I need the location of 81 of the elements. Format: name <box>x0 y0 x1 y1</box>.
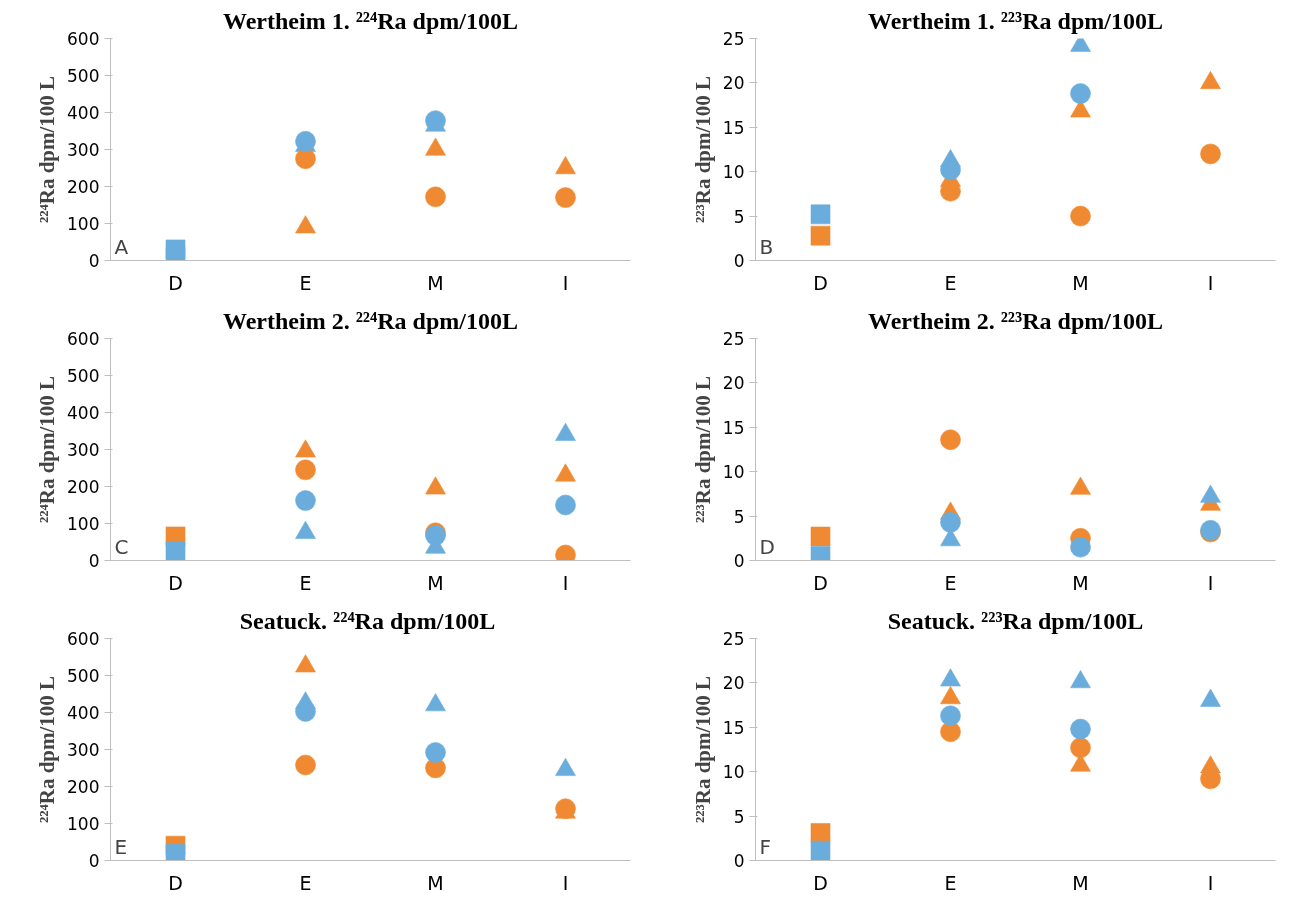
y-tick-label: 25 <box>722 29 745 49</box>
y-tick-label: 10 <box>722 162 745 183</box>
y-tick-label: 100 <box>67 514 100 534</box>
x-tick-label: D <box>168 271 183 294</box>
y-tick-label: 0 <box>733 551 745 571</box>
y-tick-label: 500 <box>67 666 100 686</box>
x-tick-label: D <box>813 571 828 594</box>
y-axis-title: ²²⁴Ra dpm/100 L <box>35 675 60 824</box>
y-tick-label: 0 <box>88 251 100 271</box>
y-tick-label: 15 <box>722 417 745 438</box>
y-tick-label: 5 <box>733 806 745 827</box>
x-tick-label: I <box>562 271 569 294</box>
y-tick-label: 300 <box>67 140 100 160</box>
y-tick-label: 10 <box>722 462 745 483</box>
y-tick-label: 600 <box>67 29 100 49</box>
y-tick-label: 20 <box>722 73 745 94</box>
y-axis-title: ²²³Ra dpm/100 L <box>690 375 715 524</box>
y-tick-label: 600 <box>67 329 100 349</box>
x-tick-label: M <box>1072 571 1089 594</box>
chart-title: Wertheim 2. ²²³Ra dpm/100L <box>868 307 1163 334</box>
annotation: F <box>759 834 772 859</box>
y-tick-label: 0 <box>733 851 745 871</box>
annotation: B <box>759 234 774 259</box>
y-tick-label: 5 <box>733 506 745 527</box>
y-tick-label: 20 <box>722 373 745 394</box>
chart-title: Seatuck. ²²⁴Ra dpm/100L <box>239 607 496 634</box>
x-tick-label: M <box>1072 271 1089 294</box>
y-tick-label: 400 <box>67 103 100 123</box>
x-tick-label: M <box>427 571 444 594</box>
y-axis-title: ²²³Ra dpm/100 L <box>690 675 715 824</box>
x-tick-label: D <box>813 271 828 294</box>
y-tick-label: 400 <box>67 703 100 723</box>
y-tick-label: 0 <box>88 551 100 571</box>
y-tick-label: 5 <box>733 206 745 227</box>
x-tick-label: E <box>944 571 957 594</box>
y-tick-label: 300 <box>67 740 100 760</box>
x-tick-label: E <box>299 871 312 894</box>
x-tick-label: M <box>427 271 444 294</box>
y-tick-label: 200 <box>67 477 100 497</box>
x-tick-label: I <box>1207 871 1214 894</box>
y-tick-label: 25 <box>722 629 745 649</box>
y-tick-label: 15 <box>722 117 745 138</box>
y-tick-label: 200 <box>67 177 100 197</box>
x-tick-label: E <box>944 271 957 294</box>
annotation: D <box>759 534 775 559</box>
annotation: E <box>114 834 128 859</box>
x-tick-label: I <box>562 871 569 894</box>
x-tick-label: D <box>813 871 828 894</box>
y-tick-label: 25 <box>722 329 745 349</box>
x-tick-label: E <box>299 571 312 594</box>
y-tick-label: 15 <box>722 717 745 738</box>
y-tick-label: 400 <box>67 403 100 423</box>
chart-title: Seatuck. ²²³Ra dpm/100L <box>887 607 1144 634</box>
y-tick-label: 500 <box>67 66 100 86</box>
y-tick-label: 100 <box>67 814 100 834</box>
x-tick-label: I <box>1207 571 1214 594</box>
y-tick-label: 200 <box>67 777 100 797</box>
x-tick-label: M <box>427 871 444 894</box>
y-axis-title: ²²³Ra dpm/100 L <box>690 75 715 224</box>
x-tick-label: E <box>299 271 312 294</box>
x-tick-label: I <box>1207 271 1214 294</box>
y-tick-label: 0 <box>733 251 745 271</box>
x-tick-label: D <box>168 871 183 894</box>
chart-title: Wertheim 1. ²²⁴Ra dpm/100L <box>223 7 518 34</box>
y-tick-label: 10 <box>722 762 745 783</box>
y-tick-label: 20 <box>722 673 745 694</box>
chart-title: Wertheim 2. ²²⁴Ra dpm/100L <box>223 307 518 334</box>
x-tick-label: M <box>1072 871 1089 894</box>
x-tick-label: E <box>944 871 957 894</box>
annotation: C <box>114 534 129 559</box>
y-axis-title: ²²⁴Ra dpm/100 L <box>35 375 60 524</box>
annotation: A <box>114 234 129 259</box>
y-tick-label: 300 <box>67 440 100 460</box>
y-tick-label: 500 <box>67 366 100 386</box>
y-tick-label: 0 <box>88 851 100 871</box>
x-tick-label: D <box>168 571 183 594</box>
chart-title: Wertheim 1. ²²³Ra dpm/100L <box>868 7 1163 34</box>
x-tick-label: I <box>562 571 569 594</box>
y-tick-label: 600 <box>67 629 100 649</box>
y-tick-label: 100 <box>67 214 100 234</box>
y-axis-title: ²²⁴Ra dpm/100 L <box>35 75 60 224</box>
